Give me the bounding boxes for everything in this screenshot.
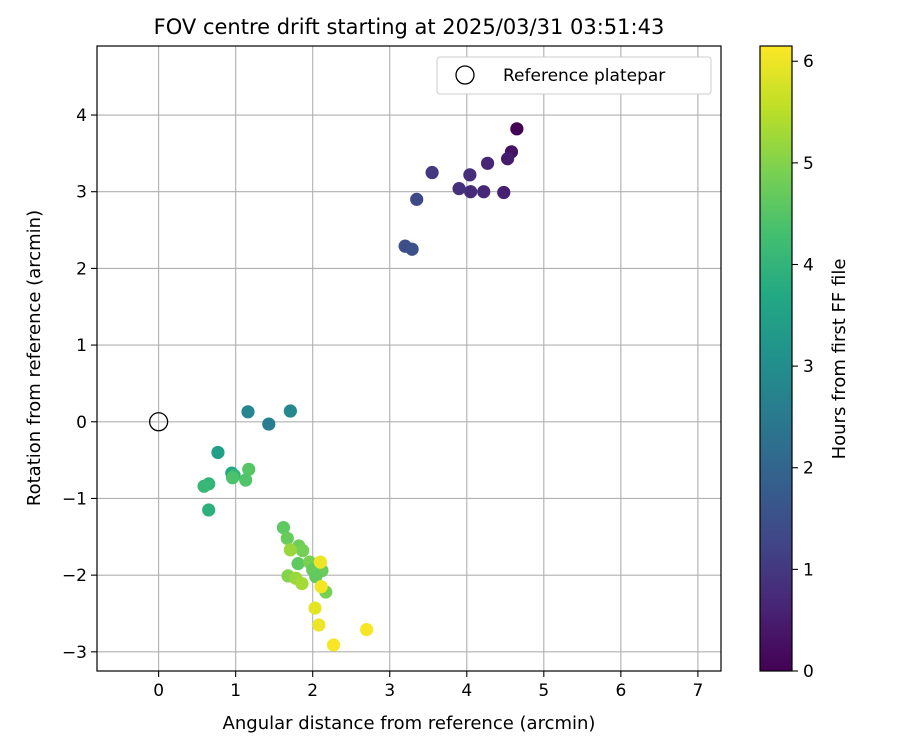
x-tick-label: 6 — [615, 681, 626, 701]
grid — [97, 46, 721, 671]
chart-title: FOV centre drift starting at 2025/03/31 … — [154, 15, 665, 39]
x-axis-label: Angular distance from reference (arcmin) — [223, 713, 596, 734]
plot-frame — [96, 45, 722, 672]
data-point — [497, 185, 511, 200]
data-point — [480, 156, 495, 170]
y-tick-label: 1 — [76, 336, 87, 356]
y-tick-label: −2 — [62, 566, 87, 586]
data-point — [313, 555, 328, 569]
data-point — [477, 185, 491, 199]
reference-platepar-marker — [148, 412, 169, 432]
y-tick-label: −1 — [62, 489, 87, 509]
data-point — [202, 503, 216, 517]
data-point — [405, 242, 419, 256]
legend: Reference platepar — [436, 56, 712, 95]
data-point — [308, 601, 322, 615]
legend-box — [436, 56, 712, 95]
data-point — [510, 122, 524, 136]
legend-marker — [455, 65, 475, 85]
colorbar-tick-label: 6 — [803, 52, 814, 72]
colorbar: 0 1 2 3 4 5 6 Hours from first FF file — [759, 45, 850, 682]
x-tick-label: 0 — [153, 681, 164, 701]
x-tick-label: 7 — [692, 681, 703, 701]
data-point — [326, 638, 341, 652]
data-point — [242, 462, 256, 476]
data-point — [280, 531, 294, 545]
data-point — [239, 473, 253, 487]
data-point — [241, 405, 255, 419]
data-point — [291, 557, 305, 571]
data-point — [312, 618, 326, 632]
y-axis-ticks: −3 −2 −1 0 1 2 3 4 — [62, 106, 97, 663]
x-tick-label: 4 — [461, 681, 472, 701]
data-point — [464, 185, 478, 199]
data-points — [148, 122, 524, 652]
data-point — [296, 544, 310, 558]
colorbar-tick-label: 5 — [803, 154, 814, 174]
data-point — [309, 570, 323, 584]
colorbar-label: Hours from first FF file — [829, 259, 850, 460]
colorbar-tick-label: 3 — [803, 357, 814, 377]
data-point — [425, 165, 439, 180]
x-axis-ticks: 0 1 2 3 4 5 6 7 — [153, 671, 703, 701]
y-tick-label: 3 — [76, 183, 87, 203]
colorbar-tick-label: 1 — [803, 560, 814, 580]
x-tick-label: 5 — [538, 681, 549, 701]
data-point — [211, 445, 225, 460]
data-point — [452, 182, 466, 196]
x-tick-label: 1 — [230, 681, 241, 701]
y-axis-label: Rotation from reference (arcmin) — [24, 210, 45, 506]
y-tick-label: 4 — [76, 106, 87, 126]
data-point — [410, 192, 424, 206]
x-tick-label: 2 — [307, 681, 318, 701]
data-point — [283, 404, 297, 418]
y-tick-label: 2 — [76, 259, 87, 279]
data-point — [360, 622, 374, 637]
colorbar-gradient — [759, 45, 793, 672]
data-point — [314, 580, 328, 594]
x-tick-label: 3 — [384, 681, 395, 701]
data-point — [295, 576, 309, 591]
data-point — [262, 417, 276, 431]
legend-label: Reference platepar — [503, 66, 665, 86]
data-point — [501, 152, 515, 166]
data-point — [283, 543, 297, 557]
data-point — [276, 520, 291, 535]
y-tick-label: 0 — [76, 413, 87, 433]
colorbar-ticks: 0 1 2 3 4 5 6 — [792, 52, 814, 682]
data-point — [197, 479, 211, 493]
data-point — [225, 471, 240, 485]
y-tick-label: −3 — [62, 643, 87, 663]
colorbar-tick-label: 2 — [803, 459, 814, 479]
data-point — [463, 168, 477, 182]
colorbar-tick-label: 4 — [803, 255, 814, 275]
colorbar-tick-label: 0 — [803, 662, 814, 682]
